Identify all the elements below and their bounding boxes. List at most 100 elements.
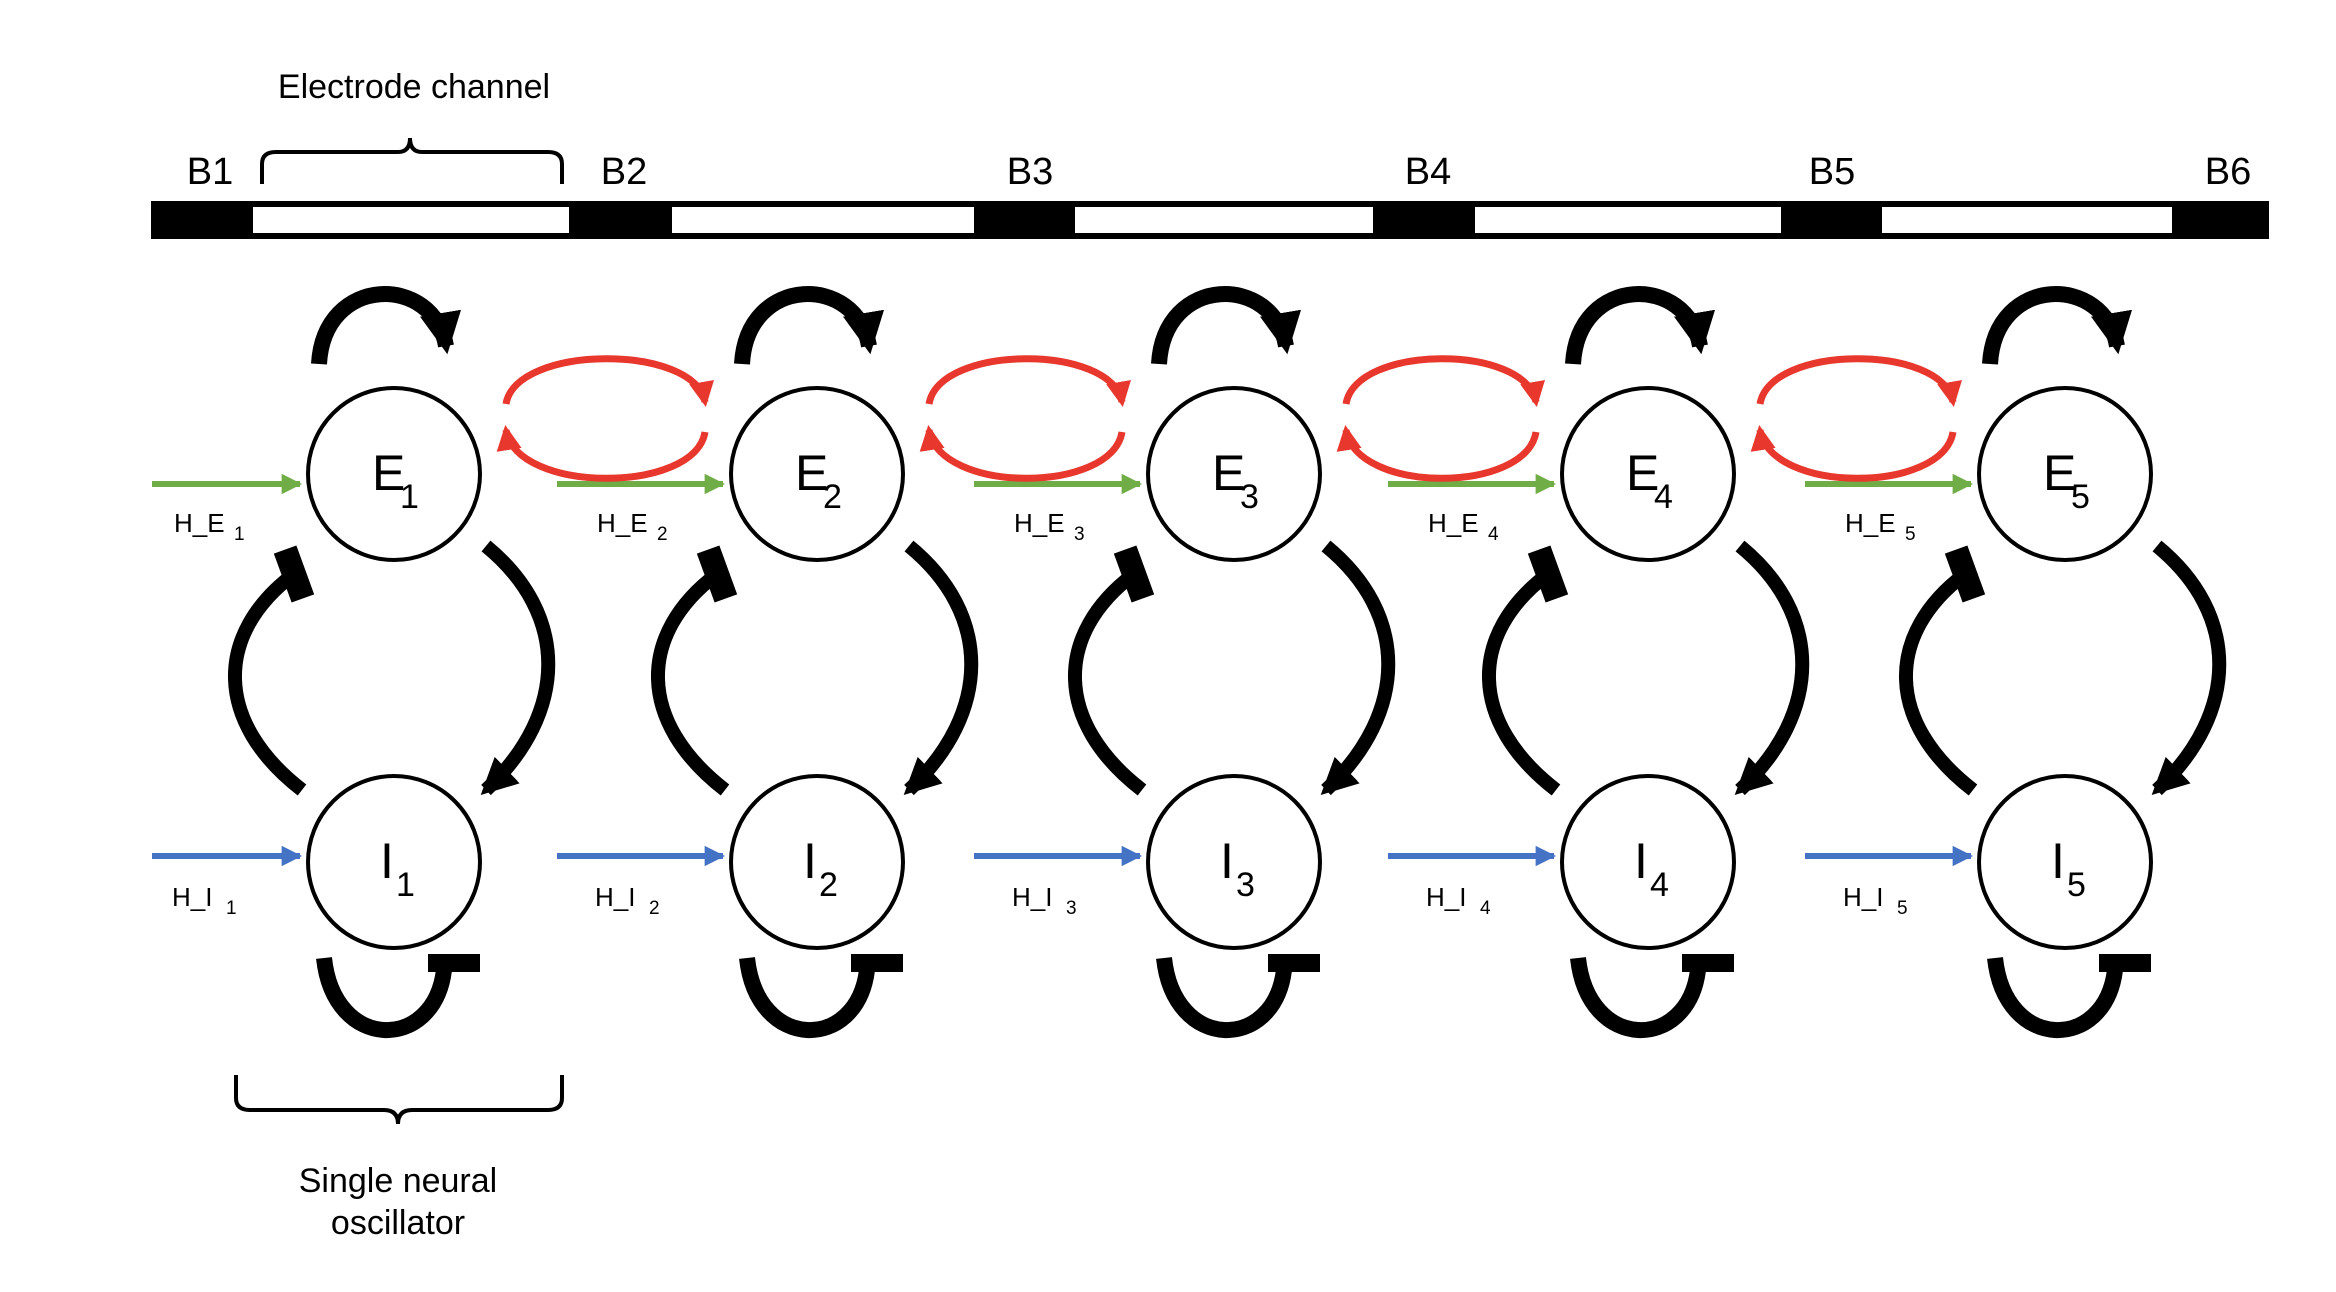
excitatory-input-index: 4 bbox=[1488, 524, 1499, 545]
inhibitory-input-index: 3 bbox=[1066, 898, 1077, 919]
e-node-4 bbox=[1560, 386, 1736, 562]
excitatory-input-index: 5 bbox=[1905, 524, 1916, 545]
e-node-index: 5 bbox=[2071, 478, 2090, 516]
electrode-channel-5 bbox=[1882, 207, 2172, 233]
i-to-e-inhibition-icon bbox=[651, 568, 730, 796]
coupling-backward-arrow-icon bbox=[496, 425, 709, 482]
excitatory-input-label: H_E bbox=[174, 508, 225, 538]
e-to-i-arrow-icon bbox=[2151, 540, 2227, 796]
inhibition-bar-icon bbox=[1944, 545, 1986, 603]
inter-oscillator-couplings bbox=[496, 355, 1962, 482]
i-node-3 bbox=[1146, 774, 1322, 950]
inhibitory-input-index: 1 bbox=[226, 898, 237, 919]
e-node-index: 2 bbox=[823, 478, 842, 516]
e-node-label: E bbox=[1212, 445, 1245, 501]
coupling-forward-arrow-icon bbox=[1342, 355, 1545, 407]
i-node-label: I bbox=[803, 833, 817, 889]
excitatory-input-index: 3 bbox=[1074, 524, 1085, 545]
e-node-index: 4 bbox=[1654, 478, 1673, 516]
i-to-e-inhibition-icon bbox=[1068, 568, 1147, 796]
coupling-2-3 bbox=[919, 355, 1131, 482]
self-inhibition-bar-icon bbox=[428, 954, 480, 972]
coupling-1-2 bbox=[496, 355, 714, 482]
inhibitory-input-index: 4 bbox=[1480, 898, 1491, 919]
inhibitory-input-label: H_I bbox=[1012, 882, 1052, 912]
e-node-label: E bbox=[372, 445, 405, 501]
e-node-2 bbox=[729, 386, 905, 562]
inhibitory-input-label: H_I bbox=[172, 882, 212, 912]
coupling-backward-arrow-icon bbox=[1336, 425, 1540, 482]
inhibition-bar-icon bbox=[1527, 545, 1569, 603]
i-node-index: 3 bbox=[1236, 866, 1255, 904]
band-label-b3: B3 bbox=[1007, 151, 1053, 193]
coupling-forward-arrow-icon bbox=[1756, 355, 1962, 407]
coupling-3-4 bbox=[1336, 355, 1545, 482]
i-node-1 bbox=[306, 774, 482, 950]
excitatory-input-label: H_E bbox=[1845, 508, 1896, 538]
electrode-channel-2 bbox=[672, 207, 974, 233]
i-to-e-inhibition-icon bbox=[1899, 568, 1978, 796]
self-inhibition-bar-icon bbox=[1268, 954, 1320, 972]
oscillator-2: E2I 2H_E 2H_I 2 bbox=[557, 286, 979, 1039]
electrode-channel-4 bbox=[1475, 207, 1781, 233]
i-node-index: 5 bbox=[2067, 866, 2086, 904]
i-node-index: 4 bbox=[1650, 866, 1669, 904]
electrode-channel-3 bbox=[1075, 207, 1373, 233]
inhibitory-input-label: H_I bbox=[1426, 882, 1466, 912]
oscillator-5: E5I 5H_E 5H_I 5 bbox=[1805, 286, 2227, 1039]
self-excitation-arrow-icon bbox=[1982, 286, 2132, 365]
e-node-5 bbox=[1977, 386, 2153, 562]
coupling-forward-arrow-icon bbox=[502, 355, 714, 407]
i-node-5 bbox=[1977, 774, 2153, 950]
excitatory-input-index: 1 bbox=[234, 524, 245, 545]
i-node-label: I bbox=[1634, 833, 1648, 889]
electrode-channel-1 bbox=[253, 207, 569, 233]
inhibition-bar-icon bbox=[1113, 545, 1155, 603]
inhibition-bar-icon bbox=[696, 545, 738, 603]
excitatory-input-label: H_E bbox=[1014, 508, 1065, 538]
e-node-label: E bbox=[2043, 445, 2076, 501]
self-inhibition-bar-icon bbox=[1682, 954, 1734, 972]
band-labels: B1 B2 B3 B4 B5 B6 bbox=[187, 151, 2251, 193]
electrode-channel-label: Electrode channel bbox=[278, 68, 550, 106]
oscillator-1: E1I 1H_E 1H_I 1 bbox=[152, 286, 556, 1039]
self-inhibition-loop-icon bbox=[739, 956, 875, 1039]
electrode-strip bbox=[151, 201, 2269, 239]
oscillator-4: E4I 4H_E 4H_I 4 bbox=[1388, 286, 1810, 1039]
i-node-label: I bbox=[1220, 833, 1234, 889]
inhibitory-input-label: H_I bbox=[595, 882, 635, 912]
band-label-b5: B5 bbox=[1809, 151, 1855, 193]
self-inhibition-bar-icon bbox=[2099, 954, 2151, 972]
self-inhibition-loop-icon bbox=[1987, 956, 2123, 1039]
oscillator-3: E3I 3H_E 3H_I 3 bbox=[974, 286, 1396, 1039]
e-node-label: E bbox=[795, 445, 828, 501]
excitatory-input-index: 2 bbox=[657, 524, 668, 545]
e-to-i-arrow-icon bbox=[480, 540, 556, 796]
i-node-4 bbox=[1560, 774, 1736, 950]
e-node-index: 1 bbox=[400, 478, 419, 516]
excitatory-input-label: H_E bbox=[1428, 508, 1479, 538]
i-node-index: 2 bbox=[819, 866, 838, 904]
self-inhibition-bar-icon bbox=[851, 954, 903, 972]
i-to-e-inhibition-icon bbox=[228, 568, 307, 796]
e-to-i-arrow-icon bbox=[1320, 540, 1396, 796]
self-excitation-arrow-icon bbox=[734, 286, 884, 365]
band-label-b2: B2 bbox=[601, 151, 647, 193]
self-excitation-arrow-icon bbox=[311, 286, 461, 365]
self-excitation-arrow-icon bbox=[1151, 286, 1301, 365]
self-inhibition-loop-icon bbox=[1570, 956, 1706, 1039]
coupling-backward-arrow-icon bbox=[1750, 425, 1957, 482]
i-to-e-inhibition-icon bbox=[1482, 568, 1561, 796]
self-inhibition-loop-icon bbox=[316, 956, 452, 1039]
coupling-4-5 bbox=[1750, 355, 1962, 482]
e-node-label: E bbox=[1626, 445, 1659, 501]
e-node-index: 3 bbox=[1240, 478, 1259, 516]
self-inhibition-loop-icon bbox=[1156, 956, 1292, 1039]
e-to-i-arrow-icon bbox=[903, 540, 979, 796]
i-node-2 bbox=[729, 774, 905, 950]
e-to-i-arrow-icon bbox=[1734, 540, 1810, 796]
single-oscillator-label-line2: oscillator bbox=[331, 1204, 465, 1242]
inhibition-bar-icon bbox=[273, 545, 315, 603]
